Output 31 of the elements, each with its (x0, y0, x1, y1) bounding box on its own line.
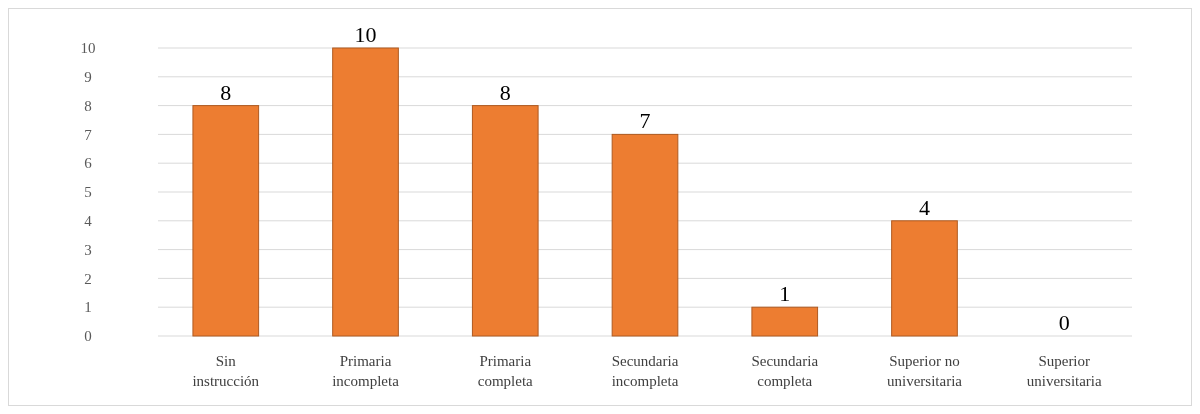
x-tick-label: Superior universitaria (1026, 353, 1103, 389)
x-tick-label: Secundaria incompleta (611, 353, 679, 389)
data-label: 0 (1058, 310, 1070, 335)
y-tick-label: 6 (84, 155, 93, 172)
bar (471, 105, 539, 337)
bar (192, 105, 260, 337)
bar (751, 306, 819, 337)
x-tick-label: Secundaria completa (751, 353, 819, 389)
data-label: 10 (354, 22, 377, 47)
y-tick-label: 9 (84, 69, 92, 86)
data-label: 8 (499, 79, 511, 105)
y-tick-label: 8 (84, 97, 92, 114)
y-tick-label: 10 (80, 40, 96, 57)
y-tick-label: 7 (84, 126, 93, 143)
y-tick-label: 0 (84, 328, 92, 345)
data-label: 1 (779, 281, 791, 307)
y-tick-label: 5 (84, 184, 92, 201)
y-tick-label: 4 (84, 213, 93, 230)
y-tick-label: 3 (84, 241, 92, 258)
x-tick-label: Primaria incompleta (332, 353, 400, 389)
x-tick-label: Superior no universitaria (886, 353, 963, 389)
bar (611, 133, 679, 337)
y-tick-label: 1 (84, 299, 92, 316)
data-label: 4 (918, 194, 930, 220)
data-label: 7 (639, 108, 651, 134)
data-label: 8 (220, 79, 232, 105)
bar (332, 47, 399, 337)
y-tick-label: 2 (84, 270, 92, 287)
x-tick-label: Sin instrucción (192, 353, 260, 389)
bar (891, 220, 958, 337)
x-tick-label: Primaria completa (477, 353, 534, 389)
